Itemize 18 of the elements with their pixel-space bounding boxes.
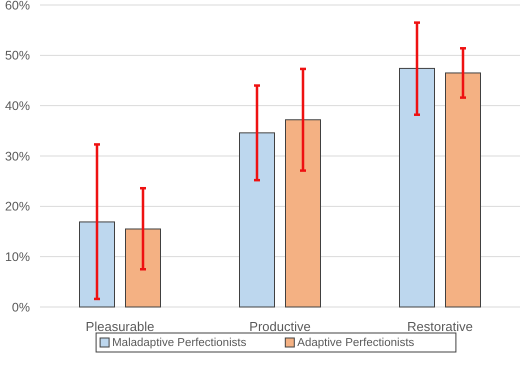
bar: [125, 228, 161, 308]
y-tick-label: 20%: [4, 200, 30, 214]
y-tick-label: 0%: [12, 300, 30, 314]
y-tick-label: 10%: [4, 250, 30, 264]
bar: [399, 68, 435, 308]
y-tick-label: 60%: [4, 0, 30, 12]
legend-label: Adaptive Perfectionists: [297, 337, 415, 350]
x-tick-label: Pleasurable: [86, 319, 154, 334]
bar: [445, 72, 481, 308]
legend-label: Maladaptive Perfectionists: [112, 337, 247, 350]
bar: [285, 119, 321, 308]
y-tick-label: 50%: [4, 48, 30, 63]
y-tick-label: 40%: [4, 99, 30, 114]
x-tick-label: Restorative: [407, 319, 473, 334]
y-tick-label: 30%: [4, 149, 30, 164]
bar: [239, 132, 275, 308]
bar: [79, 221, 115, 308]
x-tick-label: Productive: [249, 319, 311, 334]
